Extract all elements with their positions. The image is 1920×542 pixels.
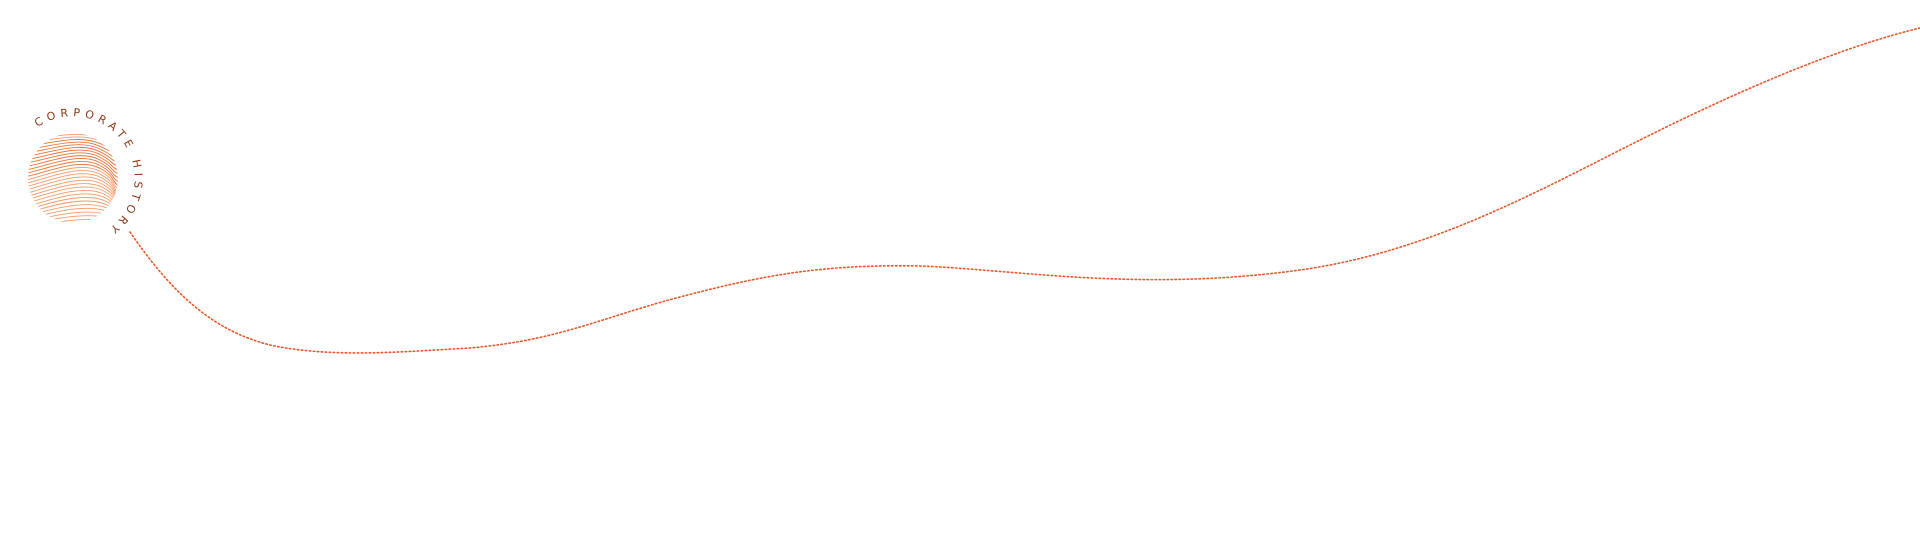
logo-wave-line	[28, 204, 118, 223]
timeline-path	[129, 27, 1920, 354]
logo-wave-line	[28, 190, 118, 221]
logo-wave-line	[28, 149, 118, 167]
logo-wave-line	[28, 193, 118, 223]
logo-wave-line	[28, 166, 118, 192]
logo-wave-line	[28, 160, 118, 184]
logo-wave-line	[28, 155, 118, 175]
logo-wave-line	[28, 152, 118, 171]
logo-wave-line	[28, 163, 118, 188]
logo-wave-line	[28, 136, 118, 146]
logo-wave-line	[28, 147, 118, 163]
logo-wave-line	[28, 158, 118, 179]
logo-text: CORPORATE HISTORY	[32, 106, 144, 238]
logo-wave-line	[28, 197, 118, 223]
logo-wave-line	[28, 200, 118, 223]
logo-wave-line	[28, 133, 118, 142]
